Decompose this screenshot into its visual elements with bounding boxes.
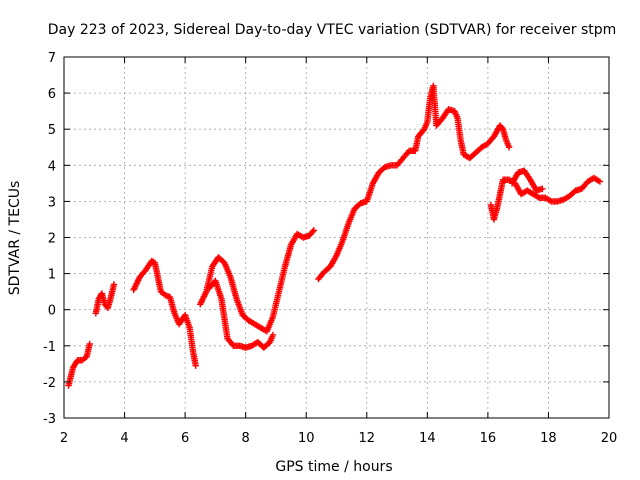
x-axis-label: GPS time / hours xyxy=(275,459,392,475)
data-point xyxy=(269,331,277,339)
y-tick-label: 6 xyxy=(48,87,56,102)
y-tick-label: 3 xyxy=(48,195,56,210)
series-seg1 xyxy=(65,340,93,389)
data-point xyxy=(596,178,604,185)
data-point xyxy=(539,185,546,192)
data-point xyxy=(310,227,317,234)
x-tick-label: 12 xyxy=(359,431,376,446)
data-points xyxy=(65,82,604,389)
y-tick-label: -2 xyxy=(43,376,56,391)
y-tick-label: 7 xyxy=(48,51,56,66)
y-tick-label: 1 xyxy=(48,268,56,283)
series-seg7 xyxy=(487,174,604,223)
x-tick-label: 14 xyxy=(419,431,436,446)
chart-title: Day 223 of 2023, Sidereal Day-to-day VTE… xyxy=(48,22,617,38)
series-seg5 xyxy=(206,277,277,351)
y-tick-label: 5 xyxy=(48,123,56,138)
y-tick-label: -3 xyxy=(43,412,56,427)
x-tick-label: 6 xyxy=(181,431,189,446)
series-seg3 xyxy=(130,257,199,369)
series-seg2 xyxy=(92,281,118,317)
y-axis-label: SDTVAR / TECUs xyxy=(7,181,23,296)
x-tick-label: 4 xyxy=(120,431,128,446)
data-point xyxy=(505,144,513,151)
data-point xyxy=(192,362,199,369)
series-seg6 xyxy=(315,82,513,283)
x-tick-label: 8 xyxy=(242,431,250,446)
x-tick-label: 20 xyxy=(601,431,618,446)
data-point xyxy=(110,281,118,288)
data-point xyxy=(309,228,316,235)
series-seg4 xyxy=(197,227,317,335)
y-tick-label: 4 xyxy=(48,159,56,174)
data-point xyxy=(86,340,93,348)
x-tick-label: 2 xyxy=(60,431,68,446)
grid xyxy=(64,57,609,418)
y-tick-label: 0 xyxy=(48,304,56,319)
x-tick-label: 10 xyxy=(298,431,315,446)
x-tick-label: 16 xyxy=(480,431,497,446)
series-seg8 xyxy=(508,167,546,194)
y-tick-label: -1 xyxy=(43,340,56,355)
x-tick-label: 18 xyxy=(540,431,557,446)
y-tick-label: 2 xyxy=(48,232,56,247)
